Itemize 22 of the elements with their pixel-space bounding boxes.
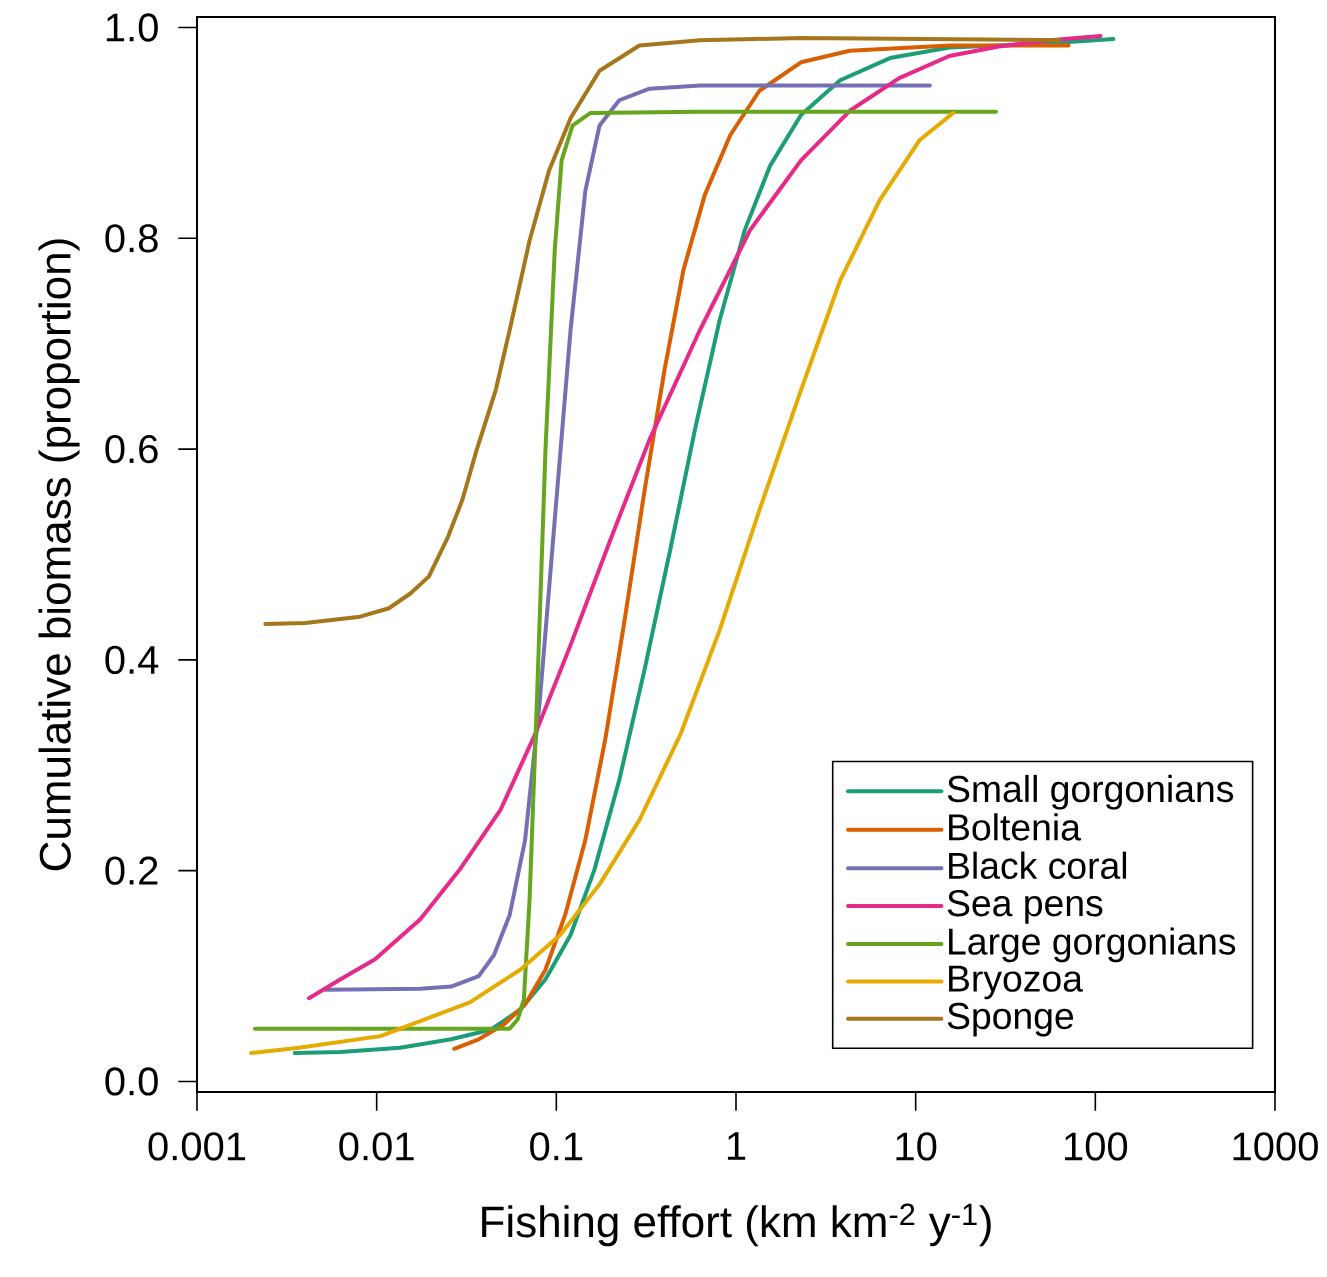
- x-tick-label: 0.001: [148, 1132, 246, 1161]
- legend-label: Large gorgonians: [949, 927, 1236, 963]
- x-tick-label: 0.1: [530, 1132, 583, 1161]
- legend-label: Small gorgonians: [947, 774, 1234, 810]
- y-tick-label: 0.0: [105, 1067, 158, 1096]
- x-axis-title: Fishing effort (km km$^{-2}$ y$^{-1}$): [482, 1203, 991, 1247]
- legend-label: Sponge: [947, 1002, 1074, 1037]
- legend-label: Black coral: [949, 851, 1127, 880]
- y-tick-label: 0.2: [105, 856, 158, 885]
- y-tick-label: 1.0: [106, 13, 158, 42]
- legend-label: Boltenia: [949, 813, 1081, 841]
- x-tick-label: 0.01: [339, 1132, 414, 1161]
- y-tick-label: 0.4: [105, 645, 159, 675]
- x-tick-label: 1000: [1233, 1132, 1318, 1161]
- y-axis-title: Cumulative biomass (proportion): [38, 239, 80, 871]
- x-tick-label: 100: [1065, 1132, 1128, 1161]
- x-tick-label: 1: [727, 1132, 746, 1160]
- y-tick-label: 0.6: [105, 434, 158, 464]
- x-tick-label: 10: [896, 1132, 937, 1161]
- y-tick-label: 0.8: [105, 224, 158, 253]
- legend-label: Sea pens: [947, 890, 1103, 924]
- legend-label: Bryozoa: [949, 965, 1083, 1000]
